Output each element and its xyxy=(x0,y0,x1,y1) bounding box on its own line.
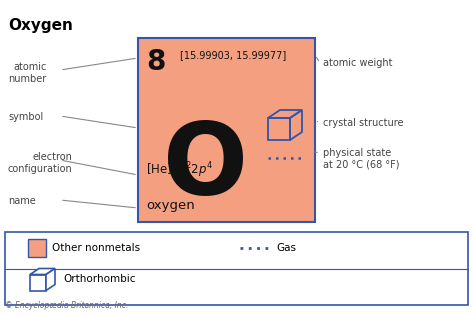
Text: [15.99903, 15.99977]: [15.99903, 15.99977] xyxy=(180,50,286,60)
Text: Orthorhombic: Orthorhombic xyxy=(63,275,136,284)
Text: symbol: symbol xyxy=(8,112,43,122)
Text: Gas: Gas xyxy=(276,243,296,253)
Text: Other nonmetals: Other nonmetals xyxy=(52,243,140,253)
Text: atomic weight: atomic weight xyxy=(323,58,392,68)
Text: © Encyclopædia Britannica, Inc.: © Encyclopædia Britannica, Inc. xyxy=(5,301,128,310)
Text: name: name xyxy=(8,196,36,206)
Polygon shape xyxy=(30,269,55,275)
Polygon shape xyxy=(30,275,46,290)
Bar xyxy=(138,38,315,222)
Text: oxygen: oxygen xyxy=(146,199,195,212)
Text: atomic
number: atomic number xyxy=(8,62,46,84)
Text: crystal structure: crystal structure xyxy=(323,118,403,128)
Text: physical state
at 20 °C (68 °F): physical state at 20 °C (68 °F) xyxy=(323,148,400,170)
Text: O: O xyxy=(164,119,248,216)
Bar xyxy=(5,232,468,305)
Bar xyxy=(28,239,46,257)
Text: Oxygen: Oxygen xyxy=(8,18,73,33)
Text: electron
configuration: electron configuration xyxy=(8,152,73,173)
Text: 8: 8 xyxy=(146,48,165,76)
Text: $[\mathrm{He}]2s^22p^4$: $[\mathrm{He}]2s^22p^4$ xyxy=(146,161,213,180)
Polygon shape xyxy=(46,269,55,290)
